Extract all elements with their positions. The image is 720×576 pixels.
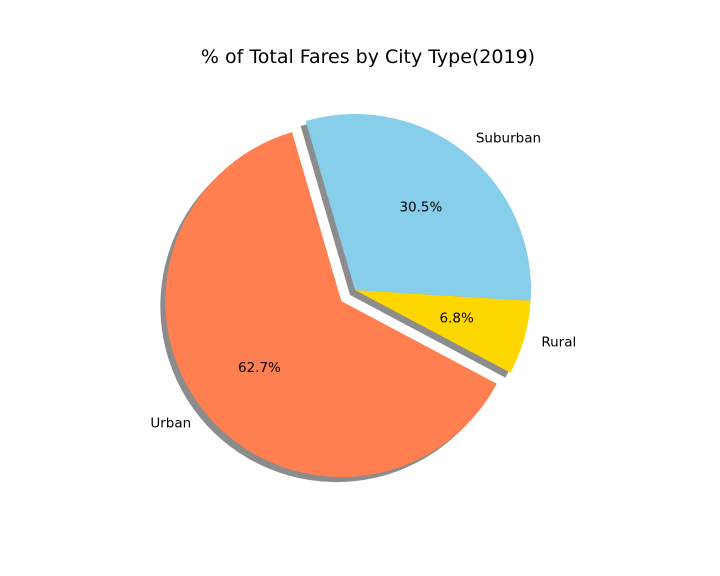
slice-percent-rural: 6.8%	[439, 311, 473, 327]
slice-label-urban: Urban	[150, 415, 191, 431]
pie-labels: Rural 6.8% Suburban 30.5% Urban 62.7%	[150, 131, 576, 432]
slice-urban	[165, 132, 497, 478]
pie-slices	[165, 113, 531, 478]
slice-suburban	[305, 113, 531, 301]
slice-percent-suburban: 30.5%	[399, 199, 442, 215]
slice-percent-urban: 62.7%	[238, 360, 281, 376]
slice-label-rural: Rural	[541, 335, 576, 351]
slice-rural	[355, 290, 531, 373]
slice-label-suburban: Suburban	[476, 131, 541, 147]
chart-title: % of Total Fares by City Type(2019)	[201, 46, 535, 68]
